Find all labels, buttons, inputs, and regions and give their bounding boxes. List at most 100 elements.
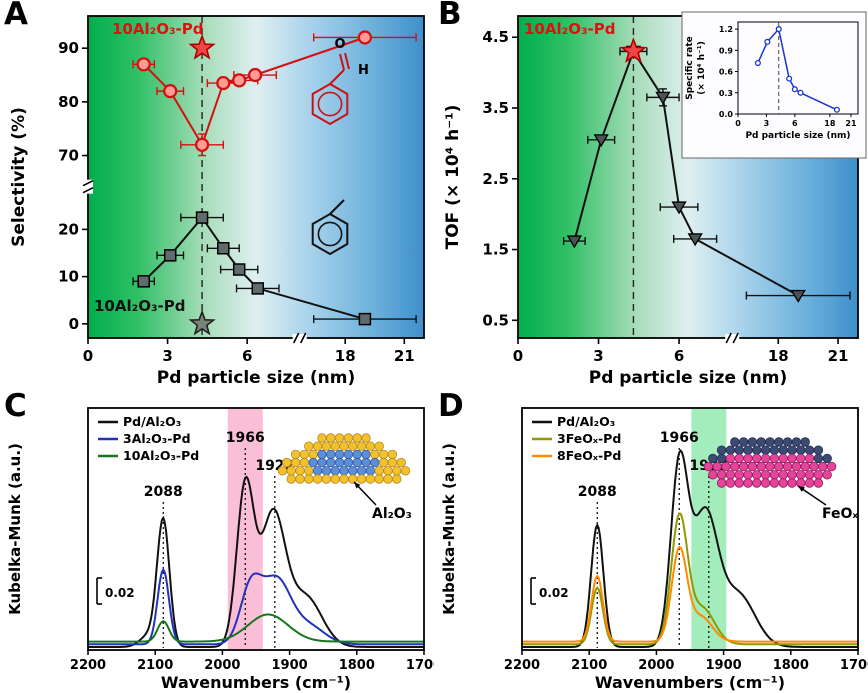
data-point-marker <box>163 249 177 262</box>
x-axis: 0 3 6 18 21 <box>83 338 415 365</box>
inset-data-point <box>797 89 804 96</box>
svg-text:18: 18 <box>335 347 356 365</box>
svg-text:1800: 1800 <box>339 658 375 673</box>
plot-frame <box>521 407 859 651</box>
y-axis: 0.5 1.5 2.5 3.5 4.5 <box>482 28 518 329</box>
data-point-marker <box>593 134 609 148</box>
svg-text:1800: 1800 <box>773 658 809 673</box>
data-point-marker <box>358 312 372 326</box>
svg-text:3: 3 <box>593 347 603 365</box>
svg-text:0: 0 <box>735 119 741 128</box>
series-benzaldehyde-selectivity <box>132 30 417 157</box>
panel-b-letter: B <box>438 0 462 32</box>
y-axis-title: Kubelka-Munk (a.u.) <box>440 443 458 615</box>
svg-text:20: 20 <box>58 220 79 238</box>
svg-text:18: 18 <box>768 347 789 365</box>
data-point-marker <box>163 84 178 99</box>
svg-text:0: 0 <box>69 315 79 333</box>
data-point-marker <box>566 235 583 249</box>
svg-text:2200: 2200 <box>70 658 106 673</box>
inset-data-point <box>833 106 840 113</box>
data-point-marker <box>655 91 671 105</box>
chart-d: 208819661922Pd/Al₂O₃3FeOₓ-Pd8FeOₓ-Pd0.02… <box>440 407 868 692</box>
inset-data-point <box>786 75 793 82</box>
nanoparticle-model: FeOₓ <box>703 437 858 522</box>
x-axis: 2200 2100 2000 1900 1800 1700 <box>70 650 434 673</box>
svg-text:2.5: 2.5 <box>482 170 509 188</box>
svg-text:0.02: 0.02 <box>105 586 135 600</box>
legend-label: Pd/Al₂O₃ <box>557 414 615 429</box>
scale-bar: 0.02 <box>530 577 569 605</box>
inset-x-axis-title: Pd particle size (nm) <box>745 131 850 141</box>
data-point-marker <box>790 289 806 303</box>
svg-text:70: 70 <box>58 147 79 165</box>
svg-text:1.5: 1.5 <box>482 241 509 259</box>
plot-frame <box>87 407 425 651</box>
spectrum-curve-1 <box>88 567 424 646</box>
spectrum-curve-0 <box>88 475 424 648</box>
legend: Pd/Al₂O₃ 3FeOₓ-Pd 8FeOₓ-Pd <box>532 414 621 463</box>
svg-text:4.5: 4.5 <box>482 28 509 46</box>
data-point-marker <box>216 75 231 91</box>
x-axis: 2200 2100 2000 1900 1800 1700 <box>504 650 868 673</box>
svg-text:0.5: 0.5 <box>482 311 509 329</box>
toluene-structure <box>311 199 349 256</box>
data-point-marker <box>251 282 265 295</box>
svg-text:6: 6 <box>674 347 684 365</box>
panel-c-letter: C <box>4 388 27 424</box>
star-marker <box>188 33 216 60</box>
y-axis-title: Selectivity (%) <box>9 107 29 247</box>
inset-y-axis-title: Specific rate <box>685 36 695 100</box>
svg-text:2100: 2100 <box>137 658 173 673</box>
spectrum-curve-2 <box>88 613 424 643</box>
svg-text:0: 0 <box>513 347 523 365</box>
svg-text:H: H <box>358 63 369 78</box>
svg-text:1966: 1966 <box>226 430 265 446</box>
inset-specific-rate-chart: 0 3 6 18 21 0.0 0.3 0.6 0.9 1.2 Pd particle size (… <box>681 11 867 159</box>
chart-b: 0 3 6 18 21 0.5 1.5 2.5 3.5 4.5 Pd particle size (… <box>443 11 867 388</box>
data-point-marker <box>137 275 150 288</box>
svg-text:2100: 2100 <box>571 658 607 673</box>
panel-b: 0 3 6 18 21 0.5 1.5 2.5 3.5 4.5 Pd particle size (… <box>434 0 868 392</box>
star-marker <box>188 309 216 336</box>
x-axis: 0 3 6 18 21 <box>513 338 849 365</box>
spectrum-curve-0 <box>522 448 858 648</box>
panel-a-letter: A <box>4 0 28 32</box>
svg-text:1700: 1700 <box>840 658 868 673</box>
svg-text:21: 21 <box>845 119 857 128</box>
svg-text:3: 3 <box>764 119 770 128</box>
svg-text:2000: 2000 <box>638 658 674 673</box>
nanoparticle-model: Al₂O₃ <box>277 433 412 522</box>
panel-d-letter: D <box>438 388 464 424</box>
x-axis-title: Pd particle size (nm) <box>589 368 788 388</box>
legend-label: 8FeOₓ-Pd <box>557 448 621 463</box>
data-point-marker <box>687 233 703 247</box>
x-axis-title: Wavenumbers (cm⁻¹) <box>161 673 351 692</box>
y-axis-title: TOF (× 10⁴ h⁻¹) <box>443 105 463 250</box>
spectrum-curve-1 <box>522 512 858 646</box>
data-point-marker <box>195 211 209 224</box>
data-point-marker <box>136 57 151 72</box>
svg-text:21: 21 <box>828 347 849 365</box>
panel-c: 2088 1966 1922 Pd/Al₂O₃ 3Al₂O₃-Pd 10Al₂O₃-Pd 0… <box>0 388 434 693</box>
svg-text:6: 6 <box>242 347 252 365</box>
svg-text:2000: 2000 <box>204 658 240 673</box>
spectrum-curve-2 <box>522 545 858 643</box>
inset-data-point <box>775 26 782 33</box>
data-point-marker <box>671 201 687 215</box>
series-tof <box>562 45 851 303</box>
chart-a: 0 3 6 18 21 0 10 20 70 80 90 Pd particle size (nm) S… <box>9 15 425 388</box>
panel-a-annotation-bottom: 10Al₂O₃-Pd <box>94 297 186 315</box>
svg-text:0.9: 0.9 <box>719 46 734 55</box>
legend-label: Pd/Al₂O₃ <box>123 414 181 429</box>
data-point-marker <box>248 67 263 83</box>
svg-text:90: 90 <box>58 39 79 57</box>
inset-data-point <box>754 59 761 67</box>
svg-text:80: 80 <box>58 93 79 111</box>
plot-frame <box>87 15 425 339</box>
x-axis-break <box>292 334 307 343</box>
data-point-marker <box>232 263 246 276</box>
inset-data-point <box>791 86 798 93</box>
svg-text:O: O <box>334 37 345 52</box>
